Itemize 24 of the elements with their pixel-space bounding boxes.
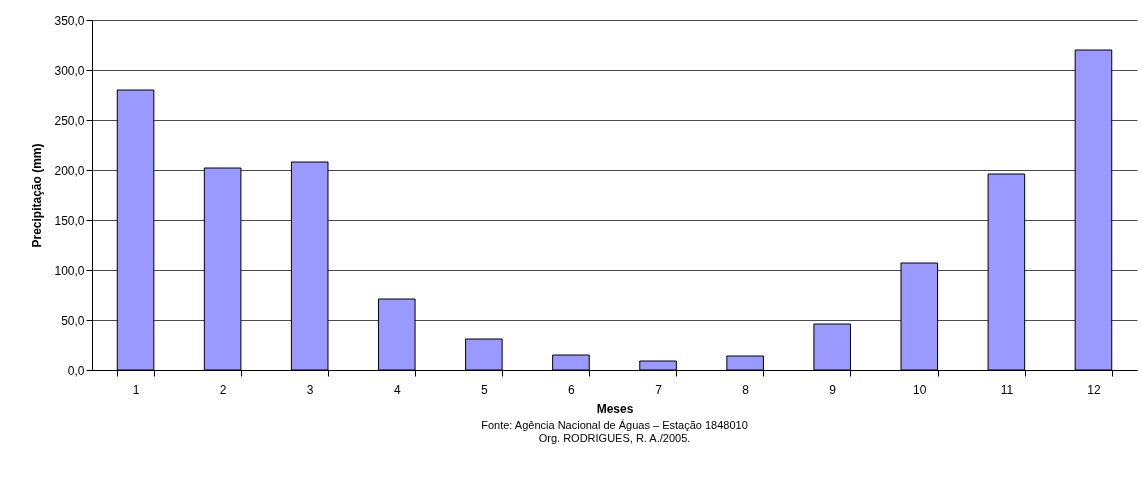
y-tick-label: 200,0 bbox=[54, 163, 85, 178]
y-tick-label: 250,0 bbox=[54, 113, 85, 128]
x-tick-label: 11 bbox=[1000, 382, 1014, 397]
x-tick-label: 1 bbox=[132, 382, 140, 397]
y-tick-label: 100,0 bbox=[54, 263, 85, 278]
y-tick-label: 150,0 bbox=[54, 213, 85, 228]
source-note: Fonte: Agência Nacional de Águas – Estação 1848010 bbox=[481, 419, 748, 431]
x-tick-label: 4 bbox=[393, 382, 401, 397]
x-tick-label: 6 bbox=[568, 382, 576, 397]
x-tick-label: 9 bbox=[829, 382, 837, 397]
y-tick-label: 350,0 bbox=[54, 13, 85, 28]
x-axis-title: Meses bbox=[596, 401, 634, 416]
x-tick-label: 8 bbox=[742, 382, 750, 397]
y-tick-label: 50,0 bbox=[61, 313, 85, 328]
x-tick-label: 7 bbox=[655, 382, 663, 397]
y-axis-title: Precipitação (mm) bbox=[30, 143, 45, 248]
y-tick-label: 0,0 bbox=[67, 363, 85, 378]
text: Org. RODRIGUES, R. A./2005. bbox=[538, 432, 691, 444]
x-tick-label: 10 bbox=[913, 382, 927, 397]
x-tick-label: 2 bbox=[219, 382, 227, 397]
x-tick-label: 5 bbox=[481, 382, 489, 397]
y-tick-label: 300,0 bbox=[54, 63, 85, 78]
x-tick-label: 3 bbox=[306, 382, 314, 397]
x-tick-label: 12 bbox=[1087, 382, 1101, 397]
